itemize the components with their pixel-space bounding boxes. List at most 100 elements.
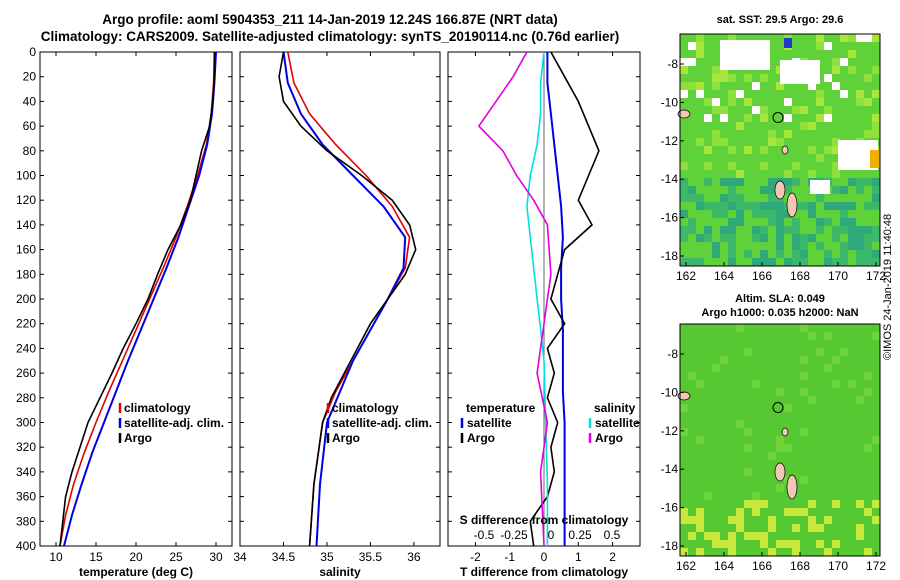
legend-label: satellite: [467, 416, 512, 430]
y-tick-label: 140: [16, 218, 36, 232]
x-tick-label: 25: [169, 550, 183, 564]
field-cell: [744, 202, 752, 210]
field-cell: [728, 146, 736, 154]
field-cell: [720, 202, 728, 210]
field-cell: [752, 380, 760, 388]
x-tick-label: 30: [209, 550, 223, 564]
field-cell: [728, 242, 736, 250]
field-cell: [680, 66, 688, 74]
field-cell: [864, 202, 872, 210]
panel-temperature: 0 20 40 60 80 100 120 140 160 180 200 220 240 260 280 3…: [16, 45, 233, 579]
field-cell: [792, 234, 800, 242]
field-cell: [840, 186, 848, 194]
s-tick-label: 0.5: [604, 528, 621, 542]
field-cell: [792, 106, 800, 114]
field-cell: [816, 154, 824, 162]
field-cell: [680, 516, 688, 524]
field-cell: [720, 540, 728, 548]
sla-map-title-line2: Argo h1000: 0.035 h2000: NaN: [701, 307, 859, 319]
field-cell: [848, 66, 856, 74]
field-cell: [744, 500, 752, 508]
field-cell: [824, 114, 832, 122]
field-cell: [864, 234, 872, 242]
field-cell: [696, 508, 704, 516]
field-cell: [864, 444, 872, 452]
field-cell: [816, 90, 824, 98]
field-cell: [824, 146, 832, 154]
s-tick-label: 0.25: [568, 528, 592, 542]
y-tick-label: 280: [16, 391, 36, 405]
field-cell: [864, 226, 872, 234]
map-y-tick-label: -12: [661, 134, 679, 148]
field-cell: [680, 178, 688, 186]
field-cell: [856, 242, 864, 250]
cloud-gap: [780, 60, 820, 84]
field-cell: [872, 202, 880, 210]
x-tick-label: 15: [89, 550, 103, 564]
field-cell: [832, 66, 840, 74]
field-cell: [768, 186, 776, 194]
field-cell: [768, 548, 776, 556]
legend-label: Argo: [467, 431, 495, 445]
field-cell: [680, 82, 688, 90]
field-cell: [832, 500, 840, 508]
field-cell: [800, 202, 808, 210]
field-cell: [728, 540, 736, 548]
field-cell: [704, 202, 712, 210]
field-cell: [728, 548, 736, 556]
field-cell: [800, 388, 808, 396]
field-cell: [856, 90, 864, 98]
field-cell: [856, 258, 864, 266]
field-cell: [800, 234, 808, 242]
field-cell: [744, 146, 752, 154]
field-cell: [792, 218, 800, 226]
field-cell: [832, 170, 840, 178]
field-cell: [760, 114, 768, 122]
field-cell: [728, 532, 736, 540]
x-tick-label: 1: [575, 550, 582, 564]
field-cell: [720, 194, 728, 202]
field-cell: [872, 122, 880, 130]
y-tick-label: 360: [16, 490, 36, 504]
field-cell: [728, 516, 736, 524]
field-cell: [864, 250, 872, 258]
y-tick-label: 260: [16, 366, 36, 380]
field-cell: [712, 210, 720, 218]
field-cell: [792, 548, 800, 556]
field-cell: [856, 226, 864, 234]
field-cell: [712, 532, 720, 540]
field-cell: [776, 484, 784, 492]
field-cell: [824, 516, 832, 524]
field-cell: [688, 58, 696, 66]
field-cell: [848, 202, 856, 210]
field-cell: [872, 234, 880, 242]
sst-map-title: sat. SST: 29.5 Argo: 29.6: [716, 14, 844, 26]
field-cell: [792, 524, 800, 532]
series-salinity-argo: [477, 51, 552, 547]
field-cell: [792, 226, 800, 234]
field-cell: [744, 444, 752, 452]
field-cell: [848, 50, 856, 58]
field-cell: [808, 332, 816, 340]
field-cell: [760, 106, 768, 114]
field-cell: [760, 500, 768, 508]
field-cell: [704, 532, 712, 540]
plot-area-salinity: [239, 51, 441, 547]
field-cell: [832, 138, 840, 146]
field-cell: [872, 332, 880, 340]
map-x-tick-label: 164: [714, 559, 734, 573]
field-cell: [712, 74, 720, 82]
field-cell: [848, 234, 856, 242]
map-x-tick-label: 172: [866, 559, 886, 573]
map-y-tick-label: -18: [661, 249, 679, 263]
field-cell: [728, 98, 736, 106]
sst-map: 162 164 166 168 170 172 -8 -10 -12 -14 -16 -18: [661, 33, 886, 283]
field-cell: [816, 218, 824, 226]
field-cell: [784, 540, 792, 548]
field-cell: [832, 146, 840, 154]
field-cell: [864, 548, 872, 556]
cold-patch: [784, 38, 792, 48]
field-cell: [832, 380, 840, 388]
field-cell: [696, 524, 704, 532]
